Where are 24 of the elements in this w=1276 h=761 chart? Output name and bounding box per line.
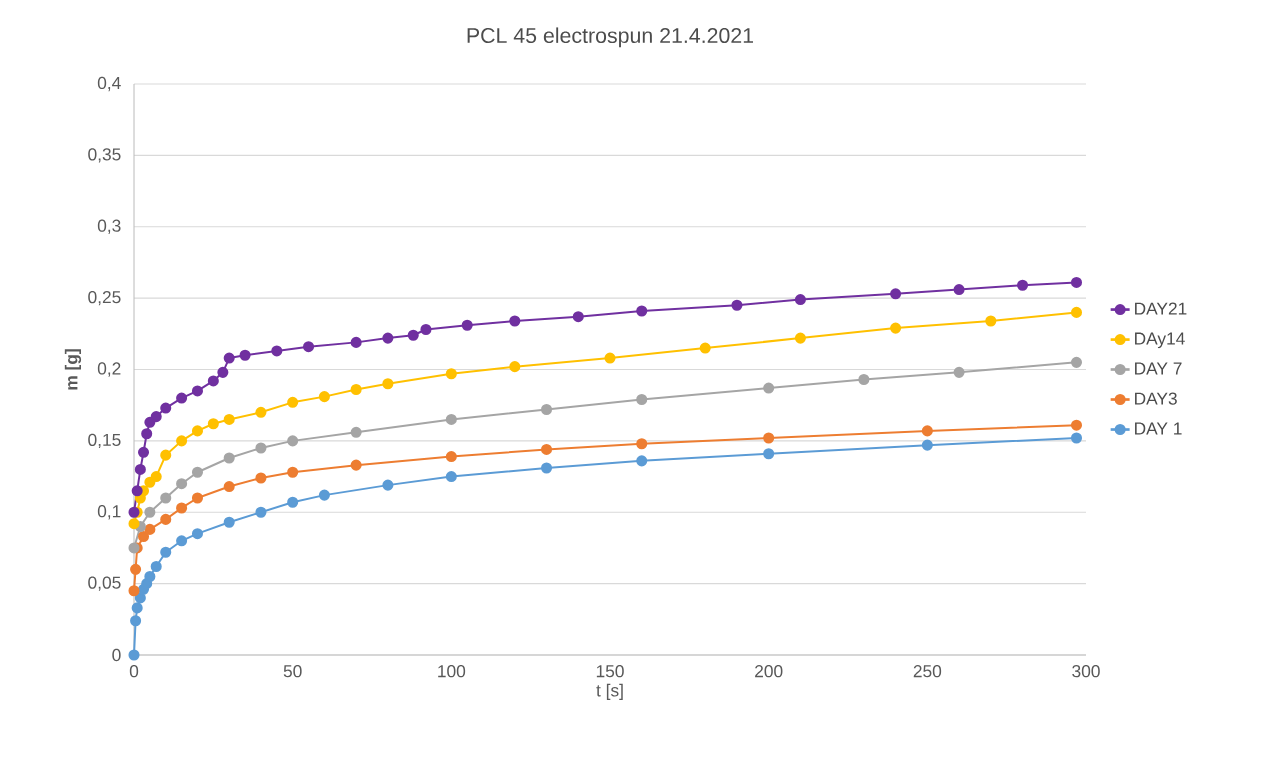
- y-axis-title: m [g]: [64, 349, 82, 390]
- x-tick-label: 100: [438, 665, 466, 678]
- x-tick-label: 200: [755, 665, 783, 678]
- legend-label: DAY 1: [1135, 422, 1182, 435]
- y-tick-label: 0,2: [97, 362, 121, 377]
- legend-label: DAy14: [1135, 332, 1185, 349]
- legend-label: DAY3: [1135, 392, 1177, 405]
- y-tick-label: 0,4: [97, 76, 121, 92]
- x-tick-label: 250: [913, 665, 942, 678]
- legend-label: DAY21: [1135, 302, 1187, 315]
- y-tick-label: 0,35: [88, 148, 121, 163]
- y-tick-label: 0,15: [88, 433, 121, 449]
- x-axis-title: t [s]: [596, 683, 623, 700]
- y-tick-label: 0: [112, 648, 121, 662]
- x-tick-label: 50: [283, 665, 302, 678]
- x-tick-label: 300: [1072, 665, 1100, 678]
- x-tick-label: 150: [596, 665, 624, 678]
- y-tick-label: 0,3: [97, 219, 121, 234]
- y-tick-label: 0,1: [97, 505, 121, 520]
- chart-title: PCL 45 electrospun 21.4.2021: [467, 27, 753, 48]
- y-tick-label: 0,05: [88, 576, 121, 591]
- x-tick-label: 0: [129, 665, 139, 678]
- y-tick-label: 0,25: [88, 290, 121, 306]
- legend-label: DAY 7: [1135, 362, 1182, 375]
